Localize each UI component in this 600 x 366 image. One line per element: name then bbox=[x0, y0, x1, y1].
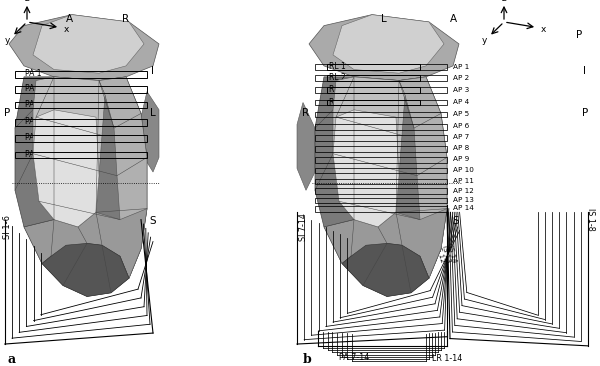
Text: b: b bbox=[303, 353, 312, 366]
Text: a: a bbox=[7, 353, 16, 366]
Polygon shape bbox=[333, 110, 399, 227]
Text: RL 1: RL 1 bbox=[329, 62, 346, 71]
Polygon shape bbox=[15, 77, 147, 296]
Polygon shape bbox=[315, 77, 447, 296]
Polygon shape bbox=[99, 77, 147, 278]
Text: R: R bbox=[122, 14, 130, 24]
Text: P: P bbox=[576, 30, 582, 40]
Polygon shape bbox=[333, 15, 444, 73]
Text: SI 7-14: SI 7-14 bbox=[299, 213, 308, 241]
Text: PA 4: PA 4 bbox=[25, 117, 42, 126]
Text: L: L bbox=[150, 108, 156, 119]
Text: AP 3: AP 3 bbox=[453, 87, 469, 93]
Text: IS 12: IS 12 bbox=[435, 245, 445, 264]
Text: RL 2: RL 2 bbox=[329, 73, 346, 82]
Text: AP 8: AP 8 bbox=[453, 145, 469, 151]
Text: z: z bbox=[502, 0, 506, 3]
Text: L: L bbox=[381, 14, 387, 24]
Text: AP 4: AP 4 bbox=[453, 99, 469, 105]
Polygon shape bbox=[9, 15, 159, 81]
Text: IS 9: IS 9 bbox=[405, 249, 414, 264]
Text: I: I bbox=[583, 66, 587, 76]
Text: RL 4-14: RL 4-14 bbox=[329, 98, 358, 107]
Text: IS 14: IS 14 bbox=[447, 245, 457, 264]
Text: AP 9: AP 9 bbox=[453, 156, 469, 162]
Text: IS 11: IS 11 bbox=[426, 245, 436, 264]
Text: x: x bbox=[64, 25, 68, 34]
Polygon shape bbox=[399, 77, 447, 278]
Text: LR 1-14: LR 1-14 bbox=[432, 354, 462, 363]
Text: P: P bbox=[582, 108, 588, 119]
Text: A: A bbox=[65, 14, 73, 24]
Text: PA 6: PA 6 bbox=[25, 150, 42, 159]
Polygon shape bbox=[141, 92, 159, 172]
Polygon shape bbox=[24, 209, 147, 278]
Text: IS 1-8: IS 1-8 bbox=[587, 208, 595, 231]
Polygon shape bbox=[333, 77, 405, 227]
Text: AP 5: AP 5 bbox=[453, 111, 469, 117]
Text: S: S bbox=[149, 216, 157, 227]
Text: P: P bbox=[4, 108, 10, 119]
Polygon shape bbox=[33, 77, 105, 227]
Polygon shape bbox=[42, 243, 129, 296]
Text: IS 10: IS 10 bbox=[417, 245, 427, 264]
Text: AP 1: AP 1 bbox=[453, 64, 469, 70]
Polygon shape bbox=[297, 102, 315, 190]
Text: PA 5: PA 5 bbox=[25, 134, 42, 142]
Polygon shape bbox=[33, 15, 144, 73]
Text: I: I bbox=[151, 66, 155, 76]
Polygon shape bbox=[309, 15, 459, 81]
Polygon shape bbox=[324, 209, 447, 278]
Text: PA 3: PA 3 bbox=[25, 100, 42, 109]
Polygon shape bbox=[342, 243, 429, 296]
Text: AP 10: AP 10 bbox=[453, 167, 474, 173]
Text: AP 13: AP 13 bbox=[453, 197, 474, 203]
Polygon shape bbox=[33, 110, 99, 227]
Text: A: A bbox=[449, 14, 457, 24]
Text: AP 12: AP 12 bbox=[453, 188, 474, 194]
Text: AP 7: AP 7 bbox=[453, 134, 469, 140]
Text: PA 1: PA 1 bbox=[25, 70, 42, 78]
Text: y: y bbox=[482, 37, 487, 45]
Text: AP 11: AP 11 bbox=[453, 178, 474, 184]
Text: z: z bbox=[25, 0, 29, 3]
Text: S: S bbox=[452, 216, 460, 227]
Text: RL 3: RL 3 bbox=[329, 85, 346, 94]
Text: PA 2: PA 2 bbox=[25, 84, 42, 93]
Text: AP 14: AP 14 bbox=[453, 205, 474, 211]
Text: SI 1-6: SI 1-6 bbox=[2, 215, 12, 239]
Text: AP 2: AP 2 bbox=[453, 75, 469, 81]
Text: y: y bbox=[5, 37, 10, 45]
Text: x: x bbox=[541, 25, 545, 34]
Text: PA 7-14: PA 7-14 bbox=[339, 353, 369, 362]
Text: IS 13: IS 13 bbox=[441, 245, 451, 264]
Text: AP 6: AP 6 bbox=[453, 123, 469, 129]
Text: R: R bbox=[302, 108, 310, 119]
